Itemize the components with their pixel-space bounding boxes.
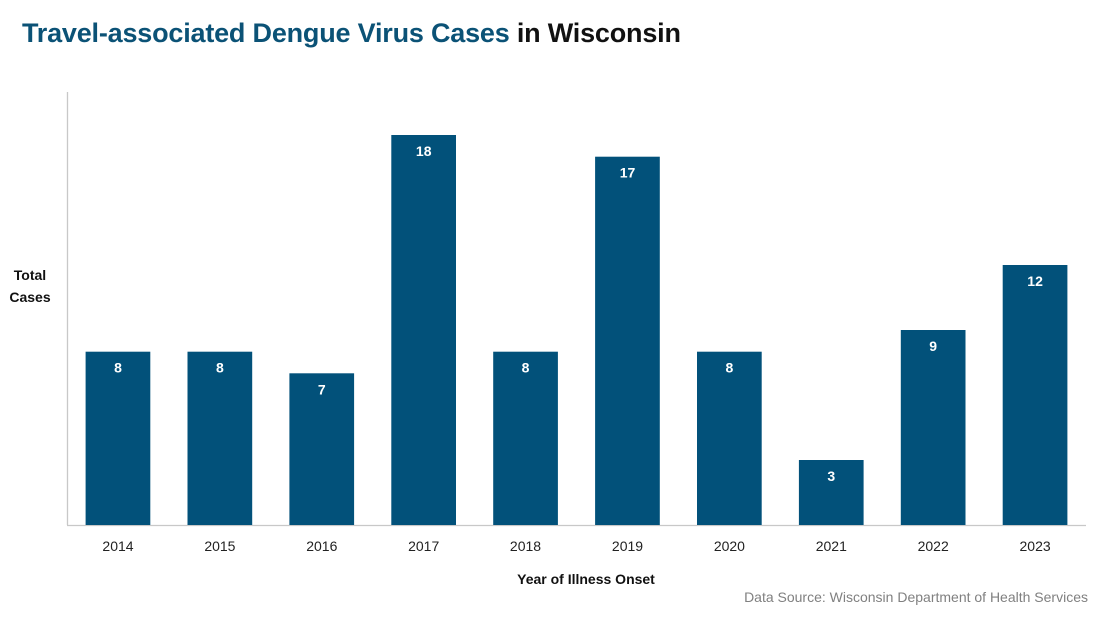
- y-axis-label: Total Cases: [6, 264, 54, 308]
- bar-2023: [1002, 265, 1068, 525]
- x-tick-label-2018: 2018: [510, 538, 541, 554]
- x-tick-label-2021: 2021: [816, 538, 847, 554]
- x-tick-label-2017: 2017: [408, 538, 439, 554]
- bar-2020: [697, 351, 762, 525]
- bar-2018: [493, 351, 558, 525]
- x-tick-label-2016: 2016: [306, 538, 337, 554]
- bar-2017: [391, 135, 456, 525]
- data-label-2023: 12: [1027, 273, 1043, 289]
- chart-title-location: in Wisconsin: [516, 18, 681, 48]
- bar-2015: [187, 351, 253, 525]
- y-axis-label-line1: Total: [13, 267, 47, 283]
- data-label-2016: 7: [318, 381, 326, 397]
- x-tick-label-2019: 2019: [612, 538, 643, 554]
- data-label-2014: 8: [114, 360, 122, 376]
- data-label-2020: 8: [726, 360, 734, 376]
- data-label-2022: 9: [929, 338, 937, 354]
- chart-title-main: Travel-associated Dengue Virus Cases: [22, 18, 510, 48]
- x-tick-label-2015: 2015: [204, 538, 235, 554]
- bar-2022: [900, 330, 966, 525]
- chart-title: Travel-associated Dengue Virus Cases in …: [22, 18, 681, 49]
- data-label-2021: 3: [827, 468, 835, 484]
- data-label-2018: 8: [522, 360, 530, 376]
- x-tick-label-2022: 2022: [918, 538, 949, 554]
- x-tick-label-2023: 2023: [1020, 538, 1051, 554]
- bar-2016: [289, 373, 355, 525]
- data-label-2017: 18: [416, 143, 432, 159]
- data-label-2019: 17: [620, 165, 636, 181]
- x-tick-label-2020: 2020: [714, 538, 745, 554]
- x-axis-label: Year of Illness Onset: [517, 571, 655, 587]
- bar-2019: [595, 156, 660, 525]
- bar-2021: [798, 460, 864, 525]
- data-source-note: Data Source: Wisconsin Department of Hea…: [744, 589, 1088, 605]
- x-tick-label-2014: 2014: [102, 538, 133, 554]
- bar-2014: [85, 351, 151, 525]
- data-label-2015: 8: [216, 360, 224, 376]
- y-axis-label-line2: Cases: [9, 289, 51, 305]
